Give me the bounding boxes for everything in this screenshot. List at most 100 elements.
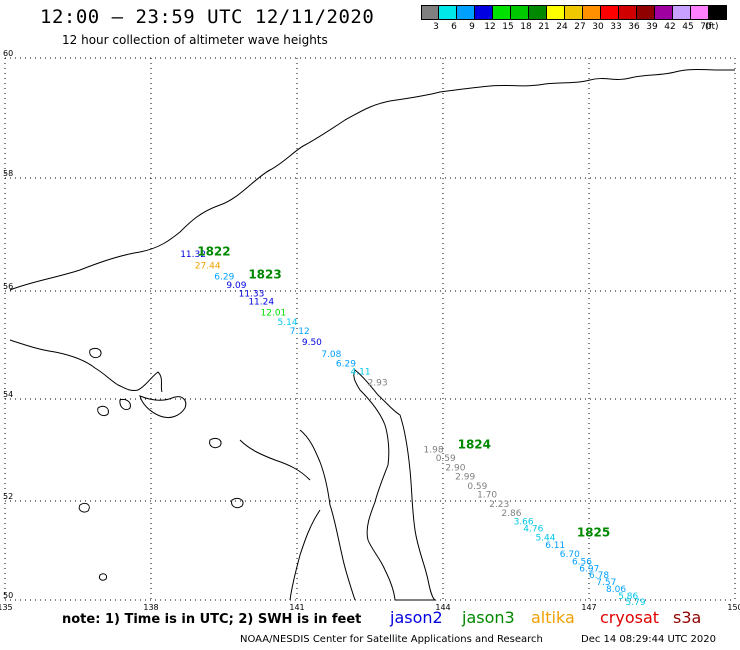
legend-swatch <box>421 5 439 20</box>
legend-swatch <box>709 5 727 20</box>
longitude-tick-label: 147 <box>581 603 596 612</box>
longitude-tick-label: 150 <box>727 603 740 612</box>
wave-height-label: 4.11 <box>351 368 371 378</box>
legend-swatch <box>637 5 655 20</box>
wave-height-label: 6.70 <box>560 550 580 560</box>
wave-height-label: 1.98 <box>424 446 444 456</box>
longitude-tick-label: 138 <box>143 603 158 612</box>
legend-swatch <box>457 5 475 20</box>
lake-3 <box>231 497 244 509</box>
credit-text: NOAA/NESDIS Center for Satellite Applica… <box>240 634 543 645</box>
wave-height-label: 6.97 <box>579 564 599 574</box>
legend-labels: (ft) 3 6 9 12 15 18 21 24 27 30 33 36 39 42 45 70 <box>421 20 727 34</box>
islet-5 <box>99 573 107 581</box>
legend-label: 6 <box>451 22 457 32</box>
wave-height-label: 9.09 <box>226 281 246 291</box>
map-subtitle: 12 hour collection of altimeter wave hei… <box>62 33 328 47</box>
legend-label: 42 <box>664 22 676 32</box>
wave-height-label: 11.24 <box>248 298 274 308</box>
wave-height-label: 5.14 <box>278 318 298 328</box>
wave-height-label: 12.01 <box>261 308 287 318</box>
satellite-name: altika <box>531 608 575 627</box>
legend-swatch <box>547 5 565 20</box>
islet-4 <box>78 502 90 513</box>
pass-time-label: 1825 <box>577 526 610 540</box>
island-small-2 <box>97 405 109 417</box>
legend-swatch <box>655 5 673 20</box>
wave-height-label: 2.99 <box>455 473 475 483</box>
mainland-coastline <box>9 69 735 291</box>
legend-label: 39 <box>646 22 658 32</box>
lake-1 <box>89 347 102 359</box>
satellite-name: jason3 <box>462 608 515 627</box>
wave-height-label: 5.79 <box>626 598 646 608</box>
legend-label: 70 <box>700 22 712 32</box>
legend-swatch <box>475 5 493 20</box>
legend-label: 18 <box>520 22 532 32</box>
wave-height-label: 2.23 <box>489 500 509 510</box>
wave-height-label: 11.33 <box>239 289 265 299</box>
wave-height-label: 0.59 <box>436 454 456 464</box>
wave-height-label: 1.70 <box>477 490 497 500</box>
shantar-islands <box>139 395 187 419</box>
wave-height-label: 2.86 <box>501 509 521 519</box>
inner-coast <box>239 439 311 481</box>
legend-label: 3 <box>433 22 439 32</box>
legend-label: 30 <box>592 22 604 32</box>
wave-height-label: 11.32 <box>180 250 206 260</box>
legend-label: 33 <box>610 22 622 32</box>
tatar-coast <box>289 509 321 601</box>
wave-height-label: 27.44 <box>195 261 221 271</box>
legend-label: 36 <box>628 22 640 32</box>
wave-height-label: 7.57 <box>596 578 616 588</box>
wave-height-label: 5.86 <box>618 592 638 602</box>
sakhalin-island <box>353 369 437 601</box>
timestamp: Dec 14 08:29:44 UTC 2020 <box>581 634 716 645</box>
legend-unit: (ft) <box>705 22 719 32</box>
legend-swatch <box>439 5 457 20</box>
latitude-tick-label: 54 <box>3 390 13 399</box>
longitude-tick-label: 135 <box>0 603 13 612</box>
legend-label: 21 <box>538 22 550 32</box>
wave-height-label: 6.11 <box>545 541 565 551</box>
wave-height-label: 7.08 <box>321 350 341 360</box>
legend-label: 9 <box>469 22 475 32</box>
pass-time-label: 1822 <box>197 244 230 258</box>
wave-height-label: 6.78 <box>589 571 609 581</box>
legend-swatch <box>601 5 619 20</box>
wave-height-label: 3.66 <box>514 517 534 527</box>
west-coast-lower <box>9 339 163 393</box>
latitude-tick-label: 60 <box>3 49 13 58</box>
coastlines <box>9 69 735 601</box>
wave-height-label: 2.93 <box>368 379 388 389</box>
wave-height-label: 8.06 <box>606 585 626 595</box>
axis-ticks: 135 138 141 144 147 150 50 52 54 56 58 60 <box>0 49 740 612</box>
satellite-name: jason2 <box>390 608 443 627</box>
latitude-tick-label: 56 <box>3 282 13 291</box>
legend-swatch <box>619 5 637 20</box>
wave-height-label: 7.12 <box>290 327 310 337</box>
graticule <box>4 57 736 601</box>
latitude-tick-label: 52 <box>3 492 13 501</box>
wave-height-legend: (ft) 3 6 9 12 15 18 21 24 27 30 33 36 39 42 45 70 <box>421 5 727 34</box>
legend-swatch <box>583 5 601 20</box>
wave-height-label: 6.29 <box>336 360 356 370</box>
pass-time-labels: 1822 1823 1824 1825 <box>197 244 610 539</box>
longitude-tick-label: 144 <box>435 603 450 612</box>
island-small-1 <box>119 399 131 411</box>
wave-height-label: 2.90 <box>445 463 465 473</box>
legend-swatch <box>511 5 529 20</box>
wave-height-label: 9.50 <box>302 338 322 348</box>
amur-coast <box>299 429 356 601</box>
legend-swatch <box>673 5 691 20</box>
map-title: 12:00 – 23:59 UTC 12/11/2020 <box>40 6 375 28</box>
legend-label: 27 <box>574 22 586 32</box>
wave-height-label: 6.56 <box>572 557 592 567</box>
legend-swatch <box>565 5 583 20</box>
pass-time-label: 1824 <box>458 437 491 451</box>
wave-height-label: 0.59 <box>467 482 487 492</box>
legend-swatch <box>691 5 709 20</box>
legend-swatch <box>493 5 511 20</box>
